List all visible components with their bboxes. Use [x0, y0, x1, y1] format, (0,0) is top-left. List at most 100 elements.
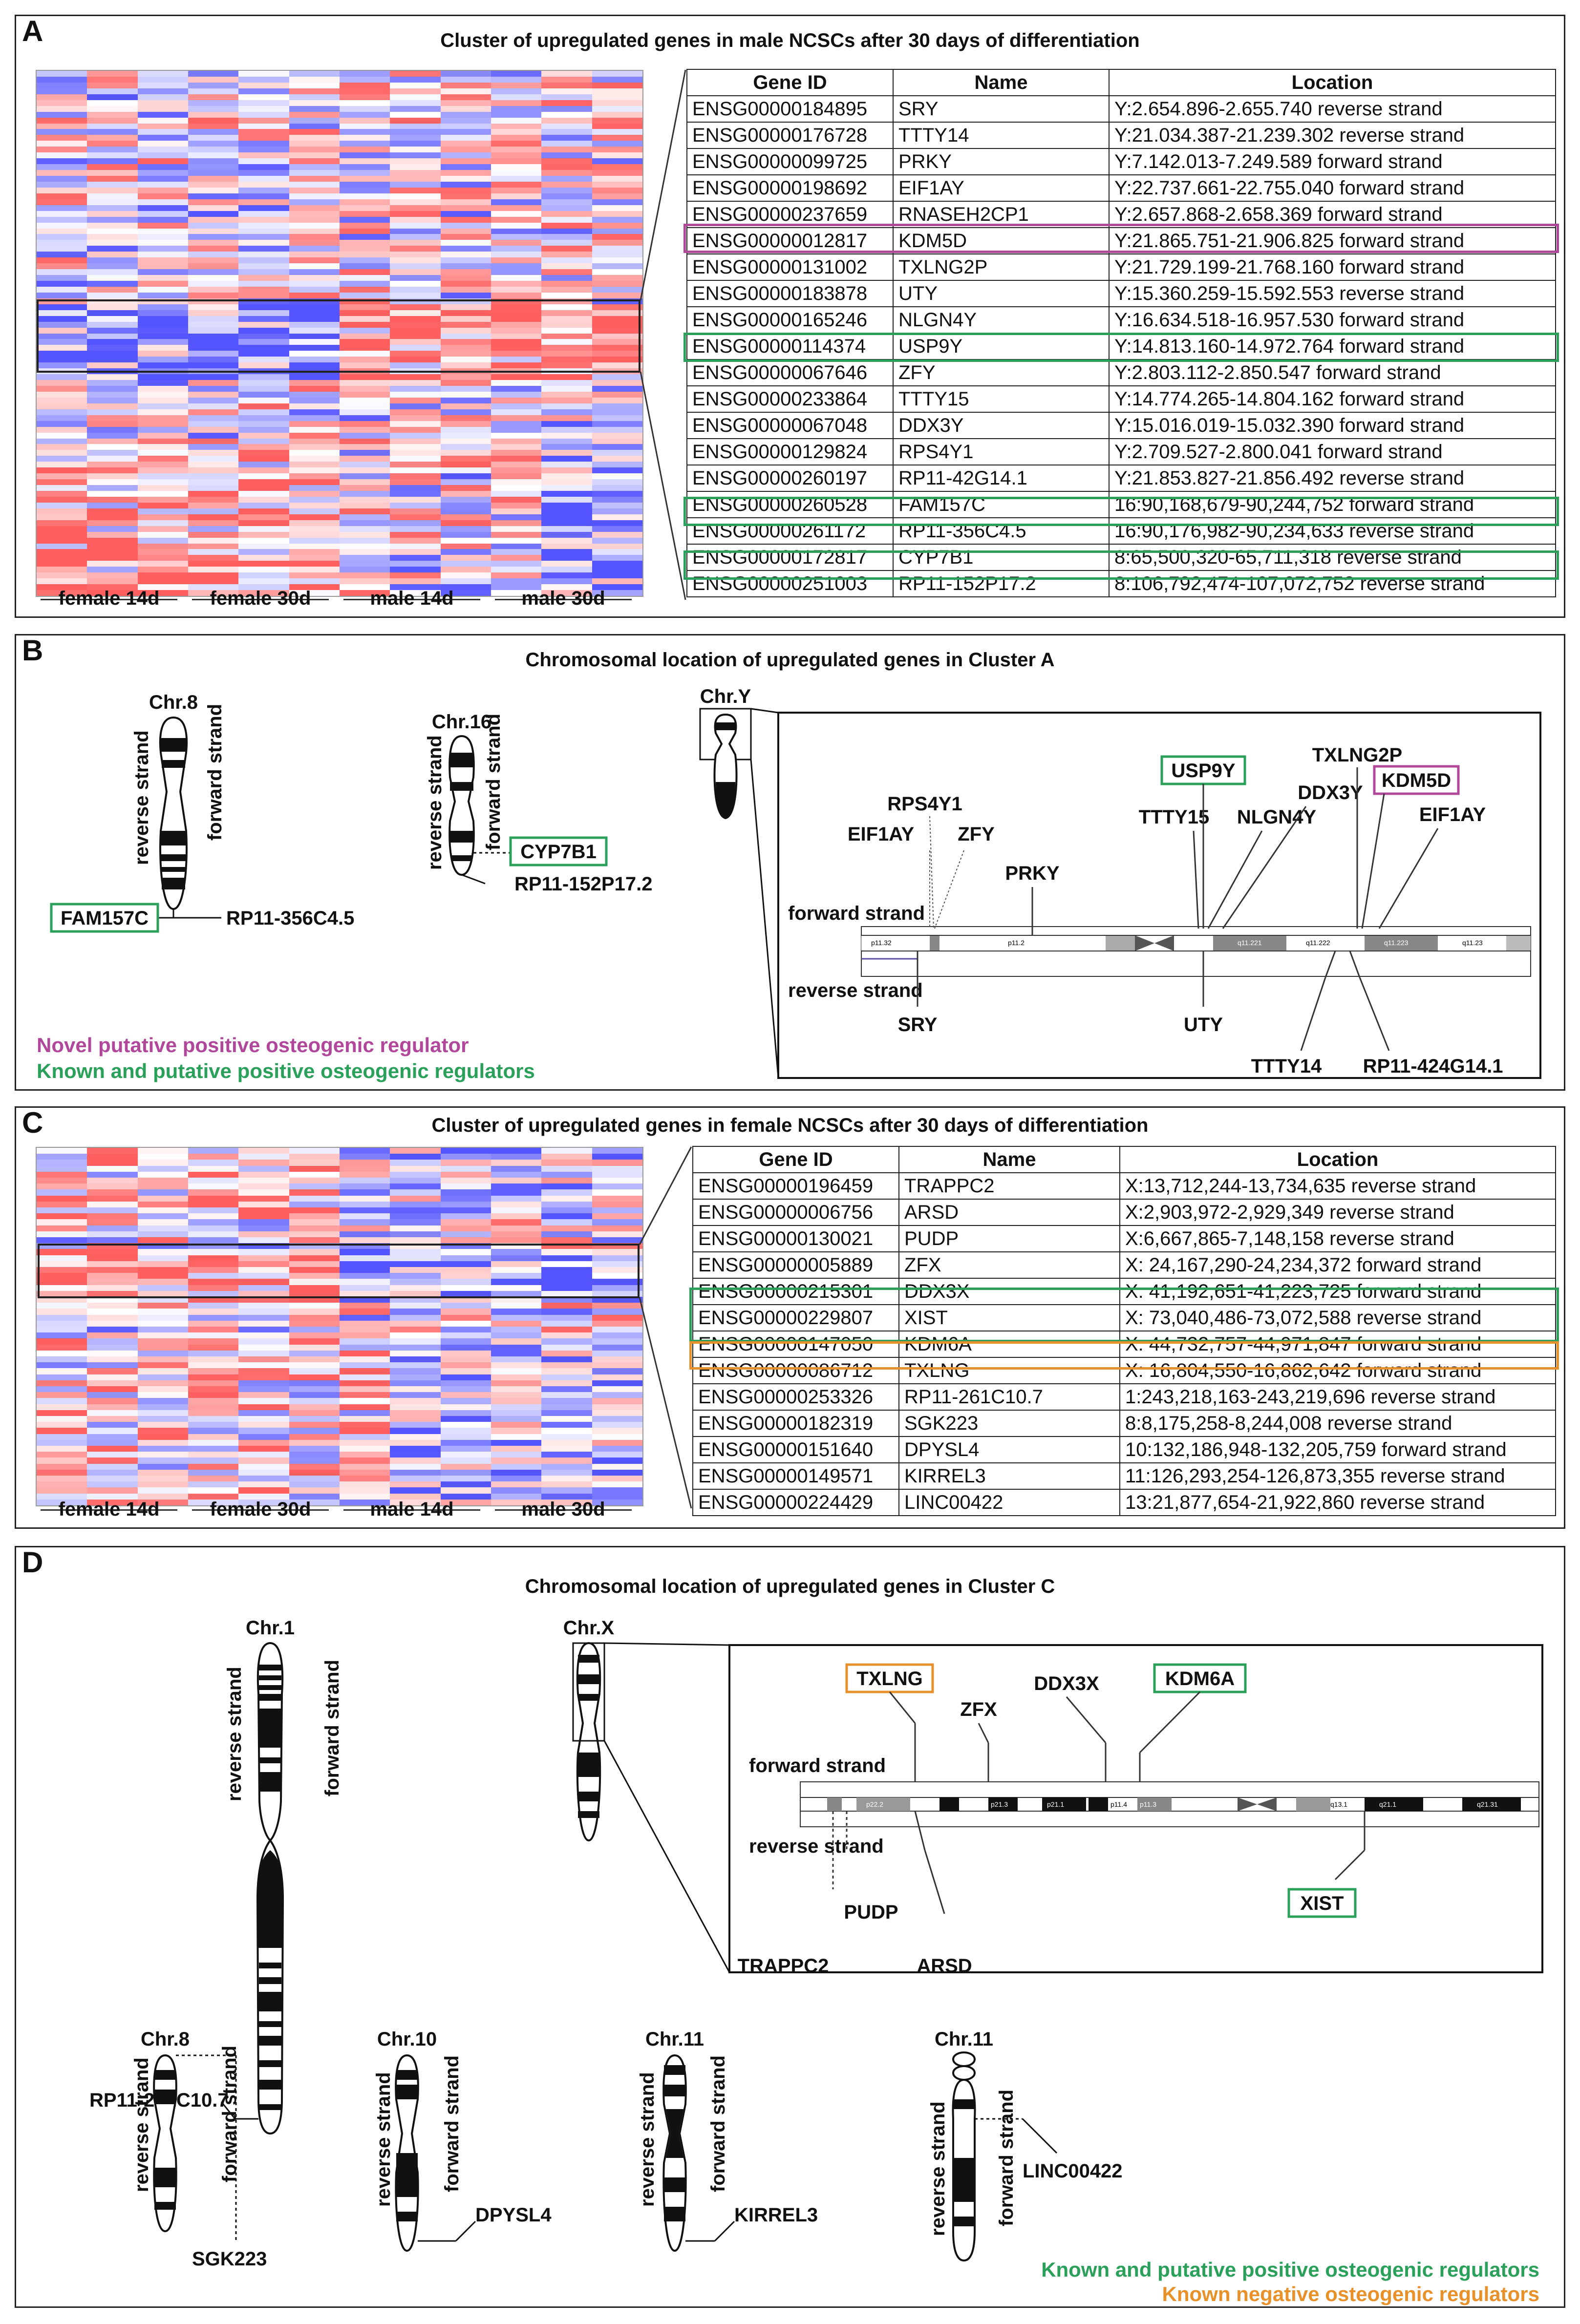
- heatmap-cell: [541, 345, 593, 352]
- heatmap-cell: [592, 100, 642, 106]
- heatmap-cell: [87, 310, 138, 317]
- heatmap-cell: [87, 257, 138, 264]
- heatmap-cell: [188, 222, 239, 229]
- table-row: ENSG00000183878 UTY Y:15.360.259-15.592.55…: [686, 280, 1556, 307]
- heatmap-cell: [340, 205, 391, 211]
- heatmap-cell: [541, 111, 593, 118]
- table-row: ENSG00000260197 RP11-42G14.1 Y:21.853.827-…: [686, 465, 1556, 492]
- heatmap-cell: [491, 129, 542, 136]
- heatmap-cell: [340, 234, 391, 241]
- heatmap-cell: [289, 100, 340, 106]
- band-x-6: q21.1: [1379, 1800, 1396, 1808]
- heatmap-cell: [390, 234, 441, 241]
- heatmap-cell: [541, 252, 593, 258]
- heatmap-cell: [137, 147, 189, 153]
- heatmap-cell: [592, 152, 642, 159]
- heatmap-cell: [340, 76, 391, 83]
- heatmap-cell: [541, 263, 593, 270]
- panel-a-label: A: [22, 15, 43, 47]
- gene-fam157c-b: FAM157C: [61, 908, 149, 929]
- heatmap-cell: [289, 176, 340, 182]
- table-row: ENSG00000006756 ARSD X:2,903,972-2,929,349…: [692, 1199, 1556, 1226]
- heatmap-cell: [289, 252, 340, 258]
- heatmap-cell: [340, 292, 391, 299]
- gene-id-cell: ENSG00000005889: [692, 1251, 899, 1279]
- heatmap-cell: [87, 234, 138, 241]
- location-cell: 8:8,175,258-8,244,008 reverse strand: [1119, 1410, 1556, 1437]
- heatmap-cell: [37, 362, 88, 369]
- heatmap-cell: [238, 181, 290, 188]
- heatmap-cell: [238, 152, 290, 159]
- heatmap-cell: [440, 310, 491, 317]
- heatmap-cell: [188, 76, 239, 83]
- gene-txlng2p-b: TXLNG2P: [1312, 744, 1402, 766]
- heatmap-cell: [541, 275, 593, 281]
- chr1-ideogram: [256, 1642, 284, 2135]
- heatmap-cell: [137, 362, 189, 369]
- heatmap-cell: [87, 357, 138, 363]
- heatmap-cell: [238, 205, 290, 211]
- heatmap-cell: [390, 339, 441, 346]
- band-x-4: p11.3: [1140, 1800, 1156, 1808]
- panel-d-figure: Chr.1 reverse strand forward strand RP11…: [89, 1617, 1543, 2270]
- panel-a: A Cluster of upregulated genes in male N…: [15, 15, 1565, 618]
- heatmap-cell: [137, 339, 189, 346]
- gene-id-cell: ENSG00000233864: [686, 385, 894, 413]
- chr16-b-reverse: reverse strand: [424, 735, 446, 870]
- gene-id-cell: ENSG00000151640: [692, 1436, 899, 1463]
- band-x-3: p11.4: [1110, 1800, 1127, 1808]
- heatmap-cell: [87, 216, 138, 223]
- heatmap-cell: [340, 240, 391, 247]
- band-x-1: p21.3: [991, 1800, 1008, 1808]
- heatmap-cell: [491, 292, 542, 299]
- highlight-txlng: [689, 1341, 1559, 1370]
- heatmap-cell: [37, 181, 88, 188]
- heatmap-cell: [188, 117, 239, 124]
- location-cell: Y:7.142.013-7.249.589 forward strand: [1109, 148, 1556, 175]
- gene-name-cell: PUDP: [898, 1225, 1120, 1252]
- heatmap-cell: [491, 351, 542, 358]
- gene-id-cell: ENSG00000182319: [692, 1410, 899, 1437]
- location-cell: X:6,667,865-7,148,158 reverse strand: [1119, 1225, 1556, 1252]
- heatmap-cell: [87, 141, 138, 148]
- heatmap-cell: [491, 246, 542, 253]
- heatmap-cell: [491, 321, 542, 328]
- heatmap-cell: [289, 123, 340, 130]
- table-row: ENSG00000253326 RP11-261C10.7 1:243,218,16…: [692, 1383, 1556, 1411]
- location-cell: Y:15.016.019-15.032.390 forward strand: [1109, 412, 1556, 439]
- heatmap-cell: [491, 234, 542, 241]
- heatmap-cell: [491, 205, 542, 211]
- heatmap-cell: [87, 71, 138, 77]
- gene-sry-b: SRY: [898, 1014, 938, 1035]
- heatmap-cell: [592, 263, 642, 270]
- heatmap-cell: [137, 257, 189, 264]
- gene-name-cell: ZFY: [893, 359, 1110, 386]
- highlight-fam157c: [683, 497, 1559, 526]
- heatmap-cell: [238, 257, 290, 264]
- heatmap-cell: [440, 170, 491, 176]
- heatmap-cell: [390, 129, 441, 136]
- heatmap-cell: [137, 216, 189, 223]
- heatmap-cell: [541, 82, 593, 89]
- heatmap-cell: [541, 135, 593, 142]
- gene-name-cell: TTTY14: [893, 122, 1110, 149]
- heatmap-cell: [491, 252, 542, 258]
- heatmap-cell: [238, 100, 290, 106]
- heatmap-cell: [289, 141, 340, 148]
- gene-rp11-152p17-2-b: RP11-152P17.2: [514, 873, 652, 895]
- heatmap-cell: [188, 88, 239, 95]
- gene-txlng-d: TXLNG: [856, 1668, 923, 1690]
- heatmap-cell: [188, 257, 239, 264]
- heatmap-cell: [440, 82, 491, 89]
- heatmap-cell: [340, 310, 391, 317]
- heatmap-cell: [289, 111, 340, 118]
- heatmap-cell: [592, 117, 642, 124]
- chr10-reverse: reverse strand: [373, 2072, 394, 2207]
- heatmap-cell: [87, 106, 138, 112]
- heatmap-cell: [491, 147, 542, 153]
- gene-pudp-d: PUDP: [844, 1901, 898, 1923]
- heatmap-cell: [491, 222, 542, 229]
- gene-tttY15-b: TTTY15: [1139, 806, 1209, 828]
- heatmap-cell: [289, 339, 340, 346]
- heatmap-cell: [37, 292, 88, 299]
